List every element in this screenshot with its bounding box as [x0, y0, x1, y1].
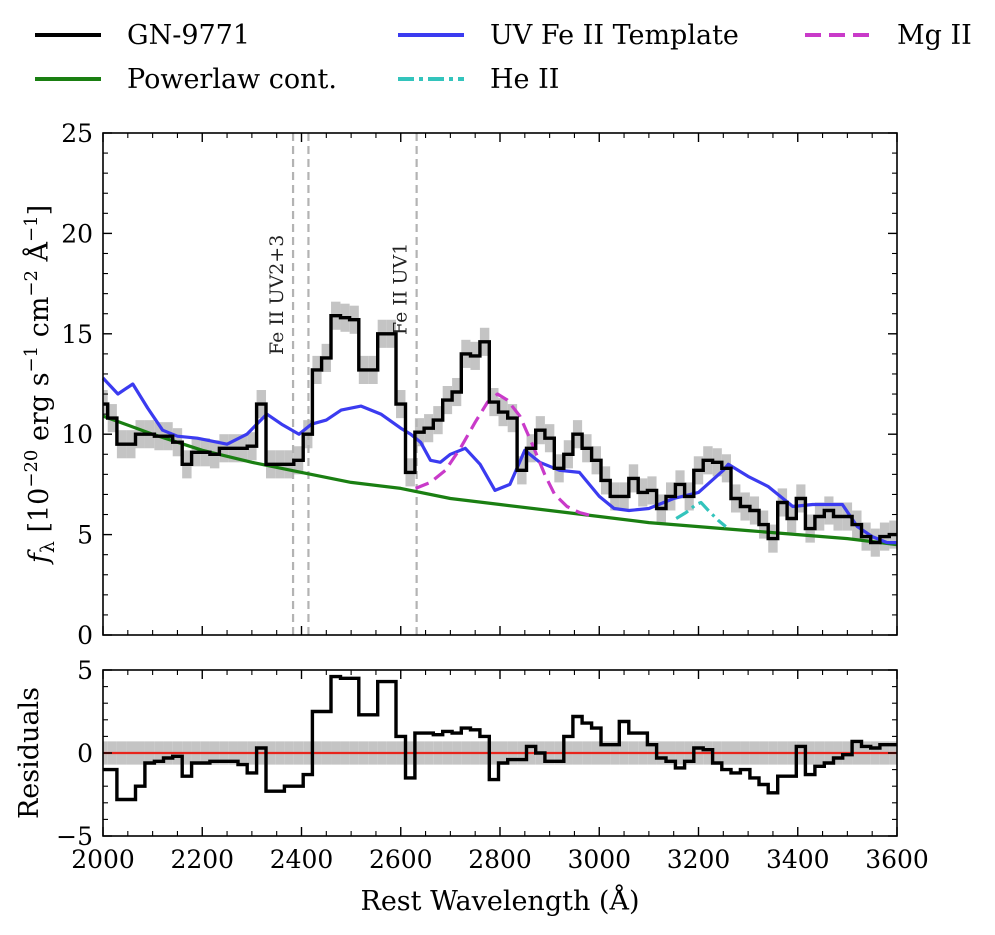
residual-line: [103, 674, 897, 802]
y-tick-label: 10: [61, 420, 93, 449]
residuals-panel: 2000 2200 2400 2600 2800 3000 3200 3400 3600 −5 0 5…: [14, 656, 929, 917]
feature-marker-label: Fe II UV2+3: [266, 235, 288, 355]
legend-label: UV Fe II Template: [490, 20, 739, 51]
powerlaw-cont-line: [102, 414, 898, 547]
x-tick-label: 2800: [468, 845, 532, 874]
residuals-ticks: 2000 2200 2400 2600 2800 3000 3200 3400 3600 −5 0 5: [56, 656, 929, 874]
legend-label: He II: [490, 64, 559, 95]
x-axis-label: Rest Wavelength (Å): [360, 884, 639, 917]
spectrum-frame: [102, 132, 898, 636]
x-tick-label: 2400: [270, 845, 334, 874]
spectrum-panel: Fe II UV2+3 Fe II UV1 0 5 10 15 20 25 fλ [10−2…: [21, 119, 898, 650]
x-tick-label: 3600: [865, 845, 929, 874]
x-tick-label: 3000: [567, 845, 631, 874]
y-tick-label: 5: [77, 656, 93, 685]
spectrum-ticks: 0 5 10 15 20 25: [61, 119, 898, 650]
y-tick-label: 15: [61, 320, 93, 349]
legend: GN-9771 Powerlaw cont. UV Fe II Template He…: [35, 20, 972, 95]
y-tick-label: 20: [61, 219, 93, 248]
feature-marker-label: Fe II UV1: [390, 243, 412, 335]
x-tick-label: 2000: [71, 845, 135, 874]
legend-label: Mg II: [897, 20, 972, 51]
residual-series: [103, 674, 897, 802]
residuals-y-axis-label: Residuals: [14, 687, 45, 819]
he-ii-line: [675, 500, 727, 528]
spectrum-series: [101, 314, 898, 547]
y-tick-label: 25: [61, 119, 93, 148]
x-tick-label: 3400: [766, 845, 830, 874]
y-tick-label: 0: [77, 739, 93, 768]
feature-markers: Fe II UV2+3 Fe II UV1: [266, 133, 418, 635]
y-tick-label: 0: [77, 621, 93, 650]
y-tick-label: −5: [56, 822, 93, 851]
legend-label: Powerlaw cont.: [127, 64, 337, 95]
gn-9771-spectrum-line: [103, 314, 897, 545]
uv-fe-ii-template-line: [101, 376, 897, 545]
x-tick-label: 3200: [667, 845, 731, 874]
legend-label: GN-9771: [127, 20, 250, 51]
x-tick-label: 2200: [170, 845, 234, 874]
x-tick-label: 2600: [369, 845, 433, 874]
y-tick-label: 5: [77, 521, 93, 550]
spectrum-y-axis-label: fλ [10−20 erg s−1 cm−2 Å−1]: [21, 205, 59, 565]
mg-ii-line: [415, 392, 595, 519]
